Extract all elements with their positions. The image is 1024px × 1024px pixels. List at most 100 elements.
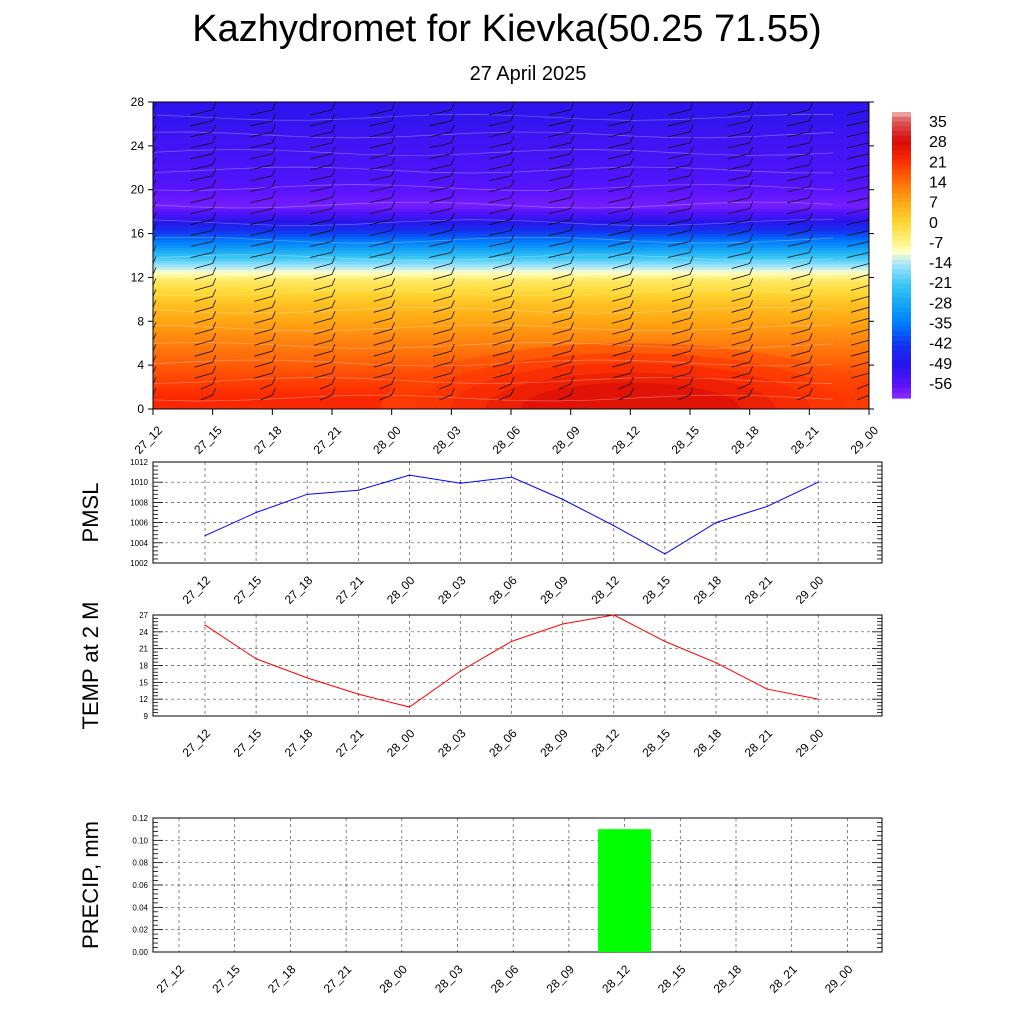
colorbar-swatch [892,316,911,323]
wind-barb [552,289,575,302]
x-tick-label: 29_00 [848,423,882,457]
wind-barb [369,168,396,182]
wind-barb [727,245,754,258]
wind-barb [731,322,754,335]
x-tick-label: 28_03 [430,423,464,457]
wind-barb [309,212,336,225]
wind-barb [850,317,869,324]
wind-barb [552,365,575,379]
colorbar-swatch [892,383,911,390]
heatmap-band [153,274,869,278]
wind-barb [429,146,455,160]
wind-barb [194,354,217,368]
heatmap-band [153,342,869,347]
wind-barb [548,146,575,160]
heatmap-band [153,216,869,221]
contour-line [153,166,834,174]
colorbar-swatch [892,259,911,266]
wind-barb [492,354,515,368]
wind-barb [313,256,336,269]
heatmap-band [153,287,869,292]
wind-barb [313,333,336,346]
colorbar: 35 28 21 14 7 0 -7 -14 -21 -28 -35 -42 -49 -56 [892,112,952,399]
colorbar-swatch [892,154,911,161]
wind-barb [373,278,396,291]
heatmap-band [153,307,869,311]
wind-barb [608,146,634,160]
wind-barb [309,124,336,138]
wind-barb [309,245,336,258]
colorbar-swatch [892,112,911,118]
wind-barb [194,333,217,346]
y-tick-label: 27 [139,611,148,620]
x-tick-label: 27_15 [231,726,265,760]
wind-barb [492,365,515,379]
wind-barb [548,102,575,116]
wind-barb [254,289,276,302]
colorbar-swatch [892,312,911,318]
x-tick-label: 28_21 [766,962,800,996]
wind-barb [548,190,575,204]
wind-barb [548,201,575,215]
x-tick-label: 27_18 [282,726,316,760]
wind-barb [153,212,157,221]
colorbar-swatch [892,374,911,380]
wind-barb [200,387,217,401]
wind-barb [309,179,336,193]
wind-barb [850,295,869,302]
y-tick-label: 1008 [130,498,148,507]
wind-barb [309,201,336,215]
x-tick-label: 28_12 [588,726,622,760]
x-tick-label: 27_21 [311,423,345,457]
wind-barb [373,289,396,302]
wind-barb [787,179,813,193]
wind-barb [429,190,455,204]
colorbar-swatch [892,288,911,294]
wind-barb [671,267,694,280]
wind-barb [731,354,754,368]
wind-barb [850,350,869,357]
wind-barb [846,251,869,258]
precip-panel: 0.00 0.02 0.04 0.06 0.08 0.10 0.12 27_12 27_15 27… [78,814,883,996]
wind-barb [309,168,336,182]
wind-barb [548,234,575,247]
data-point [817,698,819,700]
heatmap-band [153,233,869,237]
wind-barb [488,168,515,182]
wind-barb [608,179,634,193]
wind-barb [846,207,869,215]
wind-barb [612,344,634,357]
wind-barb [492,300,515,313]
wind-barb [797,376,813,390]
heatmap-band [153,252,869,256]
heatmap-band [153,222,869,226]
wind-barb [612,267,634,280]
heatmap-band [153,241,869,246]
y-tick-label: 0.12 [132,814,148,823]
wind-barb [488,223,515,236]
heatmap-band [153,153,869,158]
x-tick-label: 27_12 [132,423,166,457]
wind-barb [313,365,336,379]
data-point [613,525,615,527]
wind-barb [309,102,336,116]
data-point [613,614,615,616]
wind-barb [250,168,276,182]
colorbar-swatch [892,226,911,232]
heatmap-band [153,298,869,303]
wind-barb [731,311,754,324]
wind-barb [791,278,813,291]
y-tick-label: 4 [137,358,144,372]
wind-barb [373,354,396,368]
wind-barb [856,394,869,401]
wind-barb [608,245,634,258]
wind-barb [429,124,455,138]
colorbar-swatch [892,393,911,399]
wind-barb [153,267,157,275]
x-tick-label: 28_21 [788,423,822,457]
y-tick-label: 0.06 [132,881,148,890]
wind-barb [313,311,336,324]
wind-barb [250,245,276,258]
heatmap-band [153,304,869,309]
wind-barb [153,354,157,363]
